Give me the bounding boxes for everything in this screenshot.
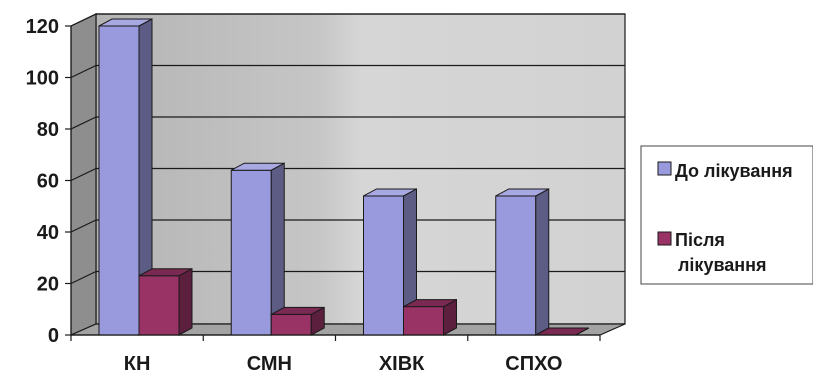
y-tick-label: 40 [37,222,59,244]
bar-front [403,306,444,336]
bar-front [98,25,140,336]
bar-side [535,188,550,336]
bar-front [363,195,404,336]
bar-after-3 [403,298,457,336]
x-axis: КН СМН ХІВК СПХО [70,334,601,375]
bar-top [231,162,285,171]
legend-label: До лікування [675,161,793,181]
legend-swatch [657,161,672,176]
legend-label: лікування [678,255,767,275]
bars [98,18,589,336]
gridline-side [70,13,97,27]
bar-before-3 [363,188,417,336]
bar-side [178,267,193,336]
gridline-side [70,116,97,130]
bar-top [138,268,193,277]
legend-items: До лікування Після лікування [657,161,793,275]
y-tick-label: 80 [37,119,59,141]
bar-top [98,18,153,27]
y-tick-label: 20 [37,274,59,296]
bar-before-4 [495,188,550,336]
bar-before-2 [230,162,285,336]
gridline-side [70,270,97,285]
legend-swatch [657,231,672,246]
legend: До лікування Після лікування [640,145,813,285]
bar-front [270,313,312,336]
bar-after-1 [138,267,193,336]
bar-front [495,195,537,336]
y-tick-label: 100 [26,68,59,90]
bar-front [138,275,180,336]
gridline-side [70,167,97,182]
x-tick-label: КН [124,353,151,375]
bar-front [230,169,272,336]
legend-label: Після [675,230,725,250]
bar-top [495,188,549,197]
x-tick-label: СПХО [505,353,562,375]
y-tick-label: 0 [48,325,59,347]
gridline-side [70,219,97,233]
bar-after-2 [270,306,325,336]
y-tick-label: 60 [37,171,59,193]
y-axis: 0 20 40 60 80 100 120 [26,16,72,347]
gridline-side [70,64,97,79]
x-tick-label: ХІВК [379,353,425,375]
bar-top [271,306,325,315]
bar-top [403,299,457,308]
bar-top [363,188,417,197]
x-tick-label: СМН [247,353,292,375]
y-tick-label: 120 [26,16,59,38]
